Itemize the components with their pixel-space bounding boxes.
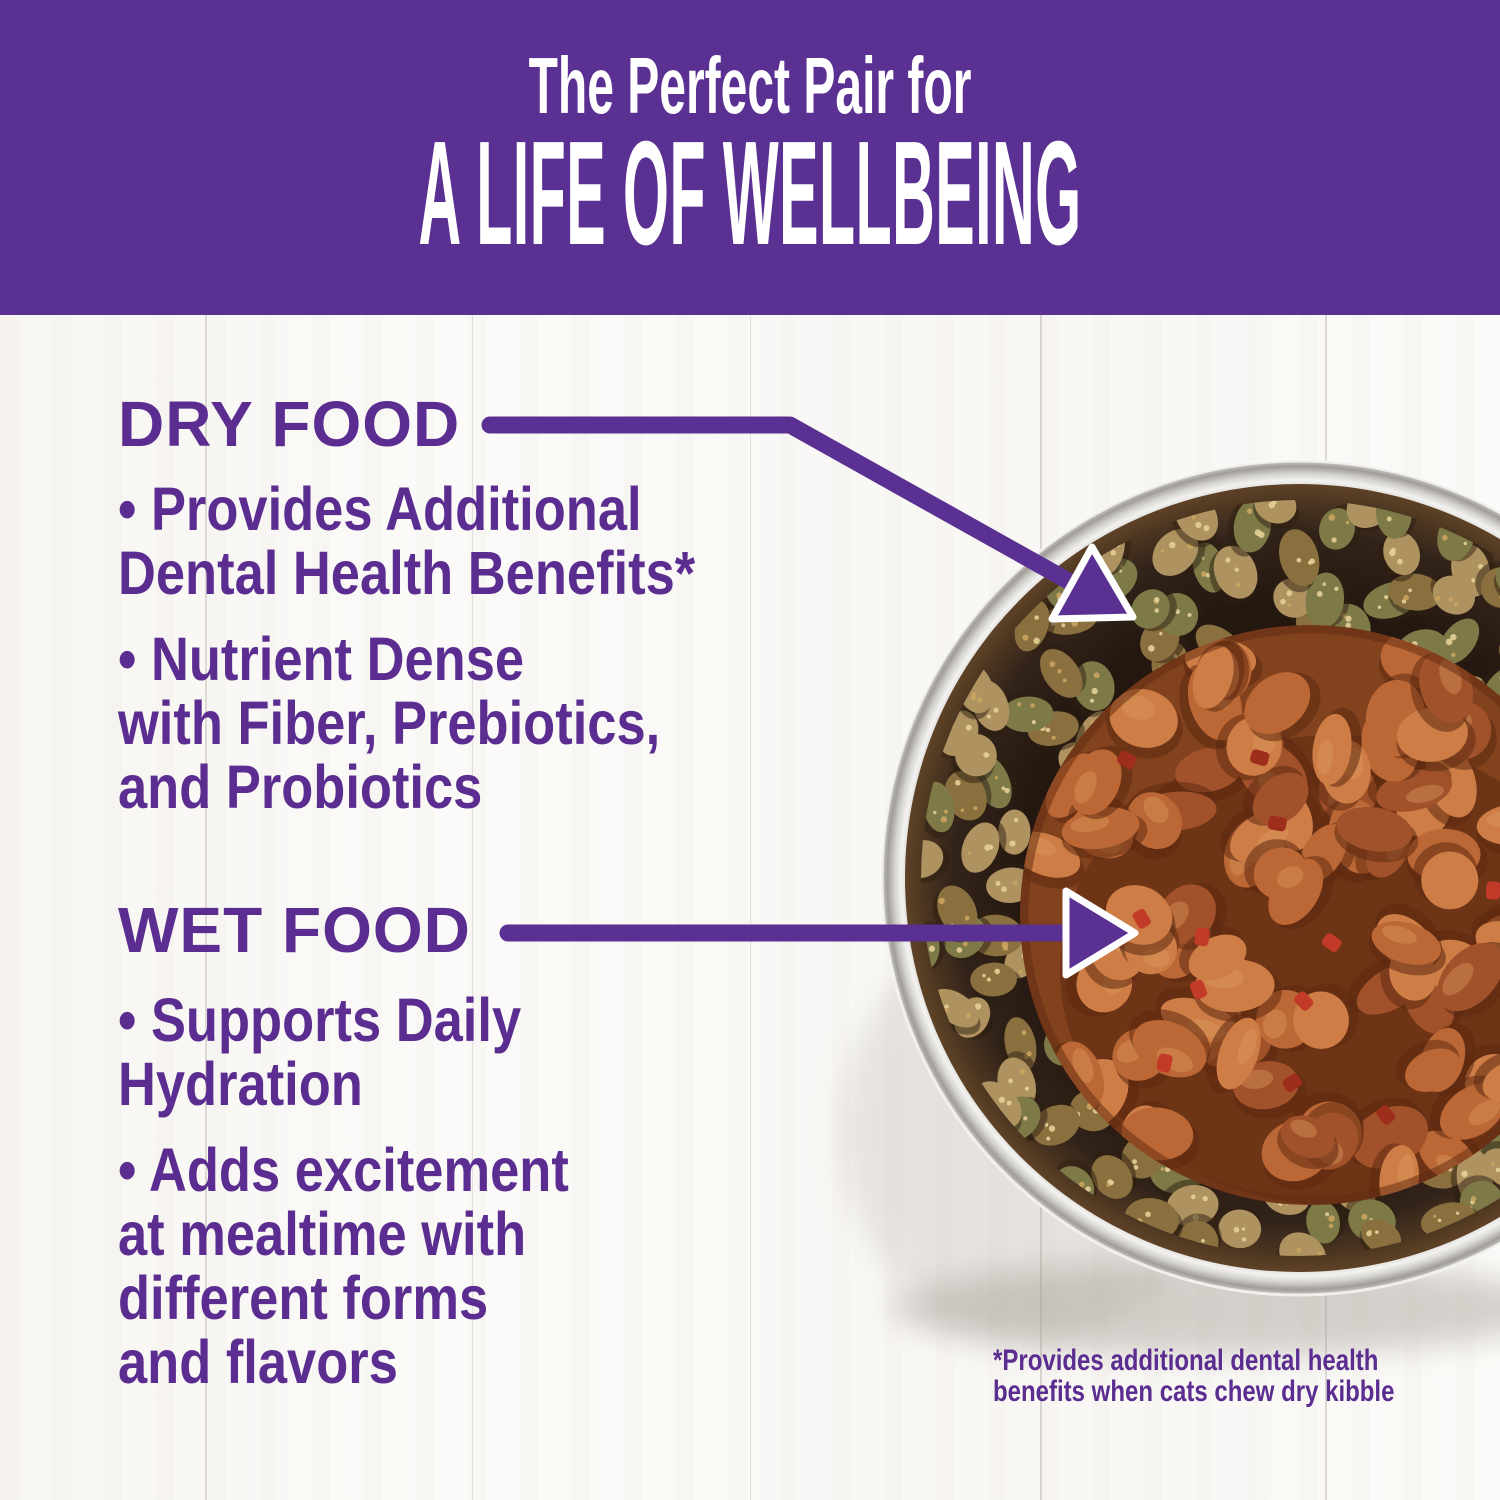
bullet-line: different forms [118,1264,489,1332]
footnote-line: benefits when cats chew dry kibble [993,1374,1395,1408]
header-eyebrow: The Perfect Pair for [528,41,972,130]
dry-food-bullets: • Provides Additional Dental Health Bene… [118,477,695,819]
header-title: A LIFE OF WELLBEING [418,111,1082,276]
bullet-line: • Adds excitement [118,1136,569,1204]
plank-seam [472,0,473,1500]
wet-food-arrow-icon [499,887,1139,979]
bullet-line: • Supports Daily [118,986,522,1054]
bullet-line: with Fiber, Prebiotics, [118,689,661,757]
header-banner: The Perfect Pair for A LIFE OF WELLBEING [0,0,1500,315]
bullet-line: • Provides Additional [118,475,642,543]
dry-food-heading: DRY FOOD [118,388,461,460]
bullet-line: at mealtime with [118,1200,527,1268]
bullet-line: • Nutrient Dense [118,625,525,693]
bullet-line: Hydration [118,1050,363,1118]
plank-seam [205,0,207,1500]
footnote: *Provides additional dental health benef… [993,1344,1395,1408]
bullet-line: and Probiotics [118,753,483,821]
bullet-line: and flavors [118,1328,398,1396]
plank-seam [750,0,751,1500]
wet-food-heading: WET FOOD [118,894,471,966]
pet-food-bowl-photo [840,459,1500,1356]
bullet-line: Dental Health Benefits* [118,539,696,607]
wet-food-bullets: • Supports Daily Hydration • Adds excite… [118,988,569,1394]
footnote-line: *Provides additional dental health [993,1344,1379,1377]
annotation-arrows [481,416,1139,979]
dry-food-arrow-icon [481,416,1137,623]
